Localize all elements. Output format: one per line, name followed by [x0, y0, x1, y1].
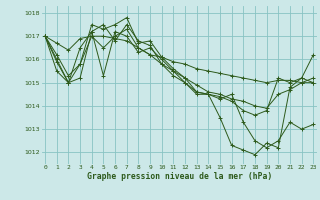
X-axis label: Graphe pression niveau de la mer (hPa): Graphe pression niveau de la mer (hPa): [87, 172, 272, 181]
